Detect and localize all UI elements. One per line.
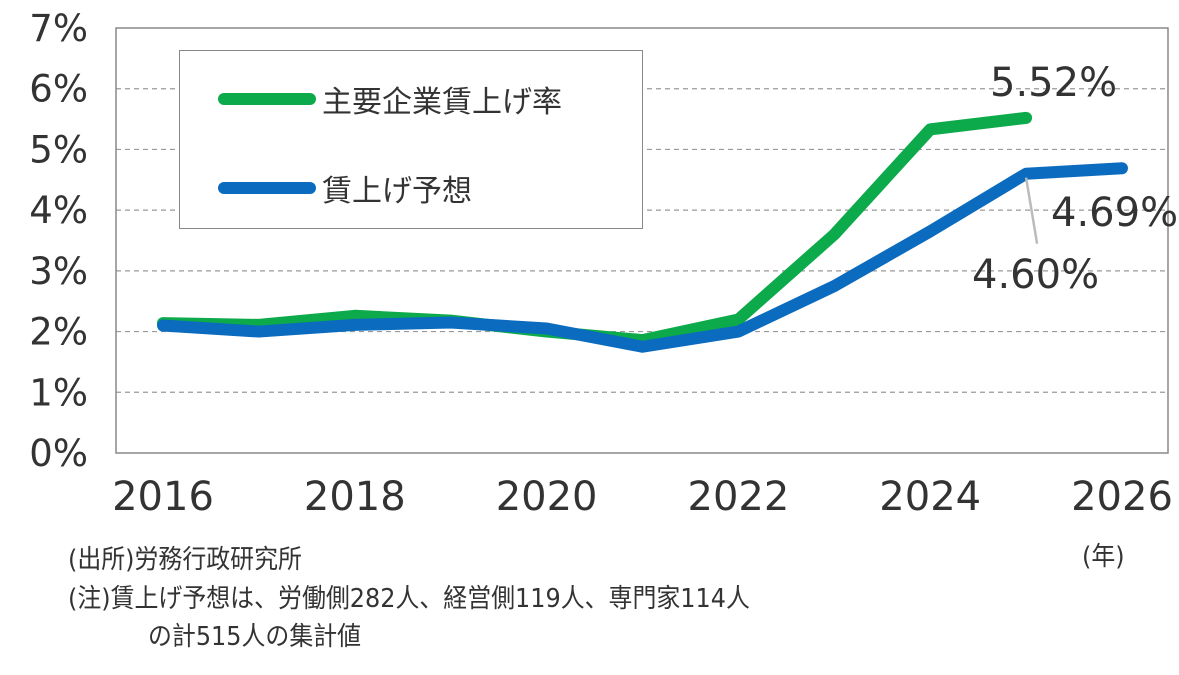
x-tick-label: 2022	[688, 474, 790, 520]
legend-swatch-blue	[218, 182, 316, 194]
y-tick-label: 4%	[29, 189, 88, 232]
footnote-line-2: の計515人の集計値	[148, 622, 362, 652]
x-axis-unit-label: (年)	[1082, 542, 1125, 572]
x-tick-label: 2020	[496, 474, 598, 520]
legend-swatch-green	[218, 93, 316, 105]
y-tick-label: 1%	[29, 371, 88, 414]
y-tick-label: 6%	[29, 68, 88, 111]
data-labels: 5.52% 4.60% 4.69%	[972, 60, 1178, 298]
x-tick-label: 2026	[1071, 474, 1173, 520]
data-label-4-69: 4.69%	[1051, 190, 1178, 236]
x-tick-label: 2024	[879, 474, 981, 520]
legend-label: 賃上げ予想	[322, 174, 472, 209]
legend-item-forecast: 賃上げ予想	[218, 166, 472, 210]
leader-line	[1024, 177, 1039, 244]
y-tick-label: 3%	[29, 250, 88, 293]
legend-item-major-companies: 主要企業賃上げ率	[218, 77, 562, 121]
data-label-4-60: 4.60%	[972, 252, 1099, 298]
y-tick-label: 5%	[29, 128, 88, 171]
legend-label: 主要企業賃上げ率	[322, 85, 562, 120]
footnote-line-1: (注)賃上げ予想は、労働側282人、経営側119人、専門家114人	[68, 584, 750, 614]
plot-area-border	[115, 27, 1169, 454]
x-axis-ticks: 2016 2018 2020 2022 2024 2026	[112, 474, 1173, 520]
x-tick-label: 2018	[304, 474, 406, 520]
source-note: (出所)労務行政研究所	[68, 545, 302, 575]
y-tick-label: 7%	[29, 7, 88, 50]
y-tick-label: 2%	[29, 311, 88, 354]
data-label-5-52: 5.52%	[990, 60, 1117, 106]
series-lines	[157, 111, 1128, 353]
y-tick-label: 0%	[29, 432, 88, 475]
x-tick-label: 2016	[112, 474, 214, 520]
legend: 主要企業賃上げ率 賃上げ予想	[179, 50, 643, 229]
y-axis-ticks: 0% 1% 2% 3% 4% 5% 6% 7%	[29, 7, 88, 475]
